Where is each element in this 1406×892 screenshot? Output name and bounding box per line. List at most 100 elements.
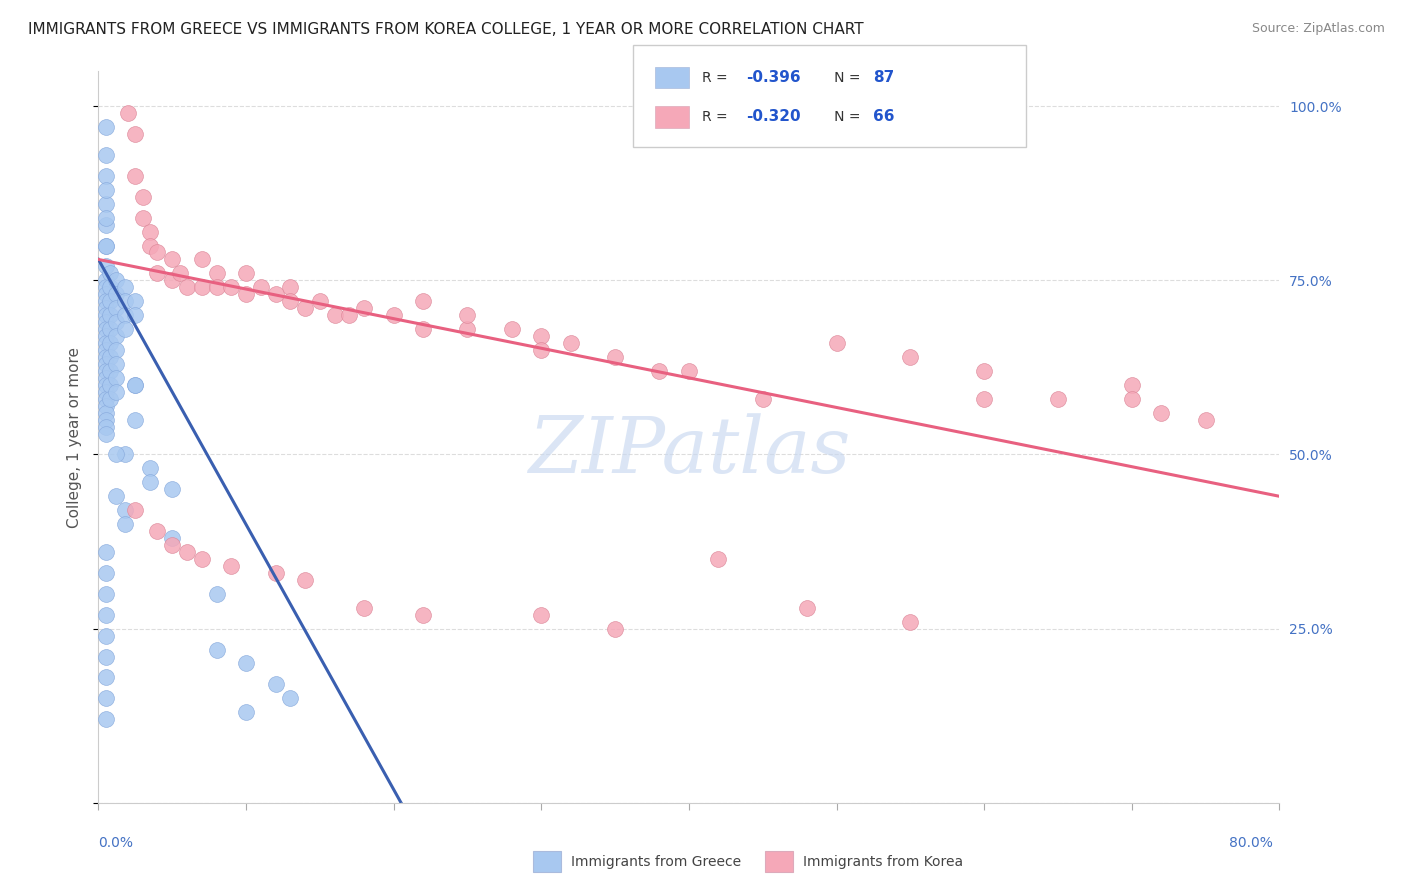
Point bbox=[139, 461, 162, 475]
Point bbox=[94, 364, 117, 378]
Point bbox=[124, 503, 146, 517]
Point bbox=[94, 287, 117, 301]
Point bbox=[605, 622, 627, 636]
Point bbox=[94, 238, 117, 252]
Point bbox=[114, 294, 136, 309]
Text: Immigrants from Greece: Immigrants from Greece bbox=[571, 855, 741, 869]
Point bbox=[114, 280, 136, 294]
Point bbox=[98, 336, 121, 351]
Point bbox=[98, 266, 121, 280]
Text: ZIPatlas: ZIPatlas bbox=[527, 414, 851, 490]
Point bbox=[235, 705, 257, 719]
Point bbox=[1121, 392, 1143, 406]
Point bbox=[219, 558, 242, 573]
Point bbox=[94, 322, 117, 336]
Point bbox=[105, 329, 128, 343]
Point bbox=[105, 357, 128, 371]
Point bbox=[973, 364, 995, 378]
Y-axis label: College, 1 year or more: College, 1 year or more bbox=[66, 347, 82, 527]
Point bbox=[94, 419, 117, 434]
Point bbox=[412, 294, 434, 309]
Point bbox=[94, 343, 117, 357]
Point bbox=[219, 280, 242, 294]
Text: 0.0%: 0.0% bbox=[98, 836, 134, 850]
Point bbox=[94, 218, 117, 232]
Text: N =: N = bbox=[821, 110, 865, 124]
Point bbox=[105, 489, 128, 503]
Point bbox=[114, 517, 136, 532]
Point bbox=[530, 329, 553, 343]
Point bbox=[98, 392, 121, 406]
Point bbox=[94, 392, 117, 406]
Point bbox=[235, 287, 257, 301]
Text: 80.0%: 80.0% bbox=[1229, 836, 1272, 850]
Point bbox=[678, 364, 700, 378]
Point bbox=[146, 266, 169, 280]
Point bbox=[94, 587, 117, 601]
Point bbox=[114, 448, 136, 462]
Point bbox=[235, 266, 257, 280]
Point bbox=[94, 315, 117, 329]
Point bbox=[98, 377, 121, 392]
Point bbox=[146, 245, 169, 260]
Point bbox=[94, 301, 117, 316]
Point bbox=[98, 350, 121, 364]
Point bbox=[124, 308, 146, 322]
Point bbox=[94, 273, 117, 287]
Point bbox=[124, 294, 146, 309]
Point bbox=[353, 301, 375, 316]
Point bbox=[124, 377, 146, 392]
Text: 87: 87 bbox=[873, 70, 894, 85]
Point bbox=[94, 196, 117, 211]
Point bbox=[339, 308, 360, 322]
Point bbox=[124, 169, 146, 183]
Point bbox=[707, 552, 730, 566]
Point bbox=[98, 364, 121, 378]
Text: N =: N = bbox=[821, 70, 865, 85]
Point bbox=[132, 190, 155, 204]
Point bbox=[94, 169, 117, 183]
Point bbox=[105, 371, 128, 385]
Point bbox=[124, 377, 146, 392]
Point bbox=[94, 211, 117, 225]
Point bbox=[162, 252, 183, 267]
Point bbox=[146, 524, 169, 538]
Point bbox=[94, 649, 117, 664]
Point bbox=[560, 336, 582, 351]
Point bbox=[501, 322, 523, 336]
Point bbox=[278, 691, 302, 706]
Point bbox=[530, 343, 553, 357]
Point bbox=[94, 148, 117, 162]
Point bbox=[162, 538, 183, 552]
Point bbox=[900, 615, 922, 629]
Point bbox=[124, 127, 146, 141]
Point bbox=[139, 238, 162, 252]
Point bbox=[94, 329, 117, 343]
Point bbox=[94, 607, 117, 622]
Point bbox=[94, 120, 117, 134]
Point bbox=[105, 301, 128, 316]
Point bbox=[94, 712, 117, 726]
Text: R =: R = bbox=[702, 70, 731, 85]
Text: -0.396: -0.396 bbox=[747, 70, 801, 85]
Point bbox=[382, 308, 405, 322]
Point bbox=[176, 280, 198, 294]
Point bbox=[114, 322, 136, 336]
Point bbox=[825, 336, 848, 351]
Point bbox=[456, 308, 478, 322]
Point bbox=[353, 600, 375, 615]
Point bbox=[105, 315, 128, 329]
Point bbox=[205, 280, 228, 294]
Point bbox=[139, 225, 162, 239]
Point bbox=[205, 587, 228, 601]
Text: Immigrants from Korea: Immigrants from Korea bbox=[803, 855, 963, 869]
Point bbox=[191, 252, 214, 267]
Point bbox=[162, 531, 183, 545]
Point bbox=[94, 294, 117, 309]
Point bbox=[105, 448, 128, 462]
Point bbox=[309, 294, 332, 309]
Point bbox=[94, 336, 117, 351]
Point bbox=[191, 280, 214, 294]
Point bbox=[456, 322, 478, 336]
Point bbox=[94, 183, 117, 197]
